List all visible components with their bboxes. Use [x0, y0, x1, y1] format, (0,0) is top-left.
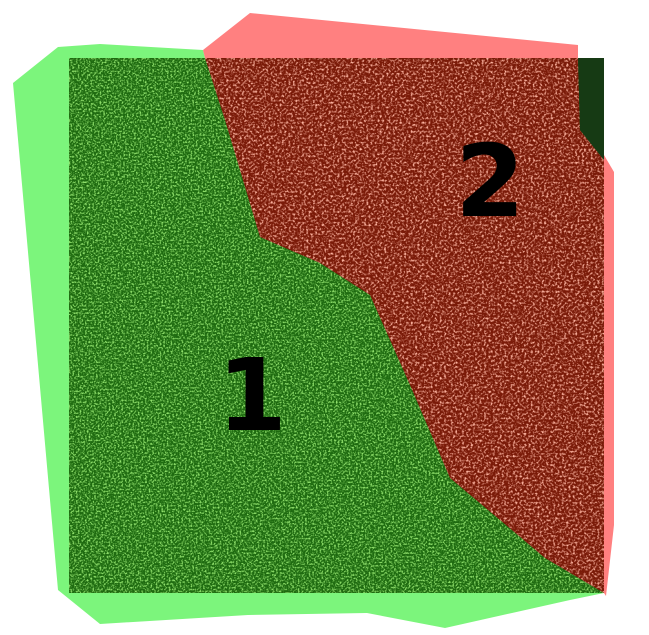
imagery-corner — [578, 58, 604, 160]
imagery — [69, 58, 604, 593]
zone-1-label: 1 — [217, 337, 287, 454]
zone-2-label: 2 — [455, 123, 525, 240]
